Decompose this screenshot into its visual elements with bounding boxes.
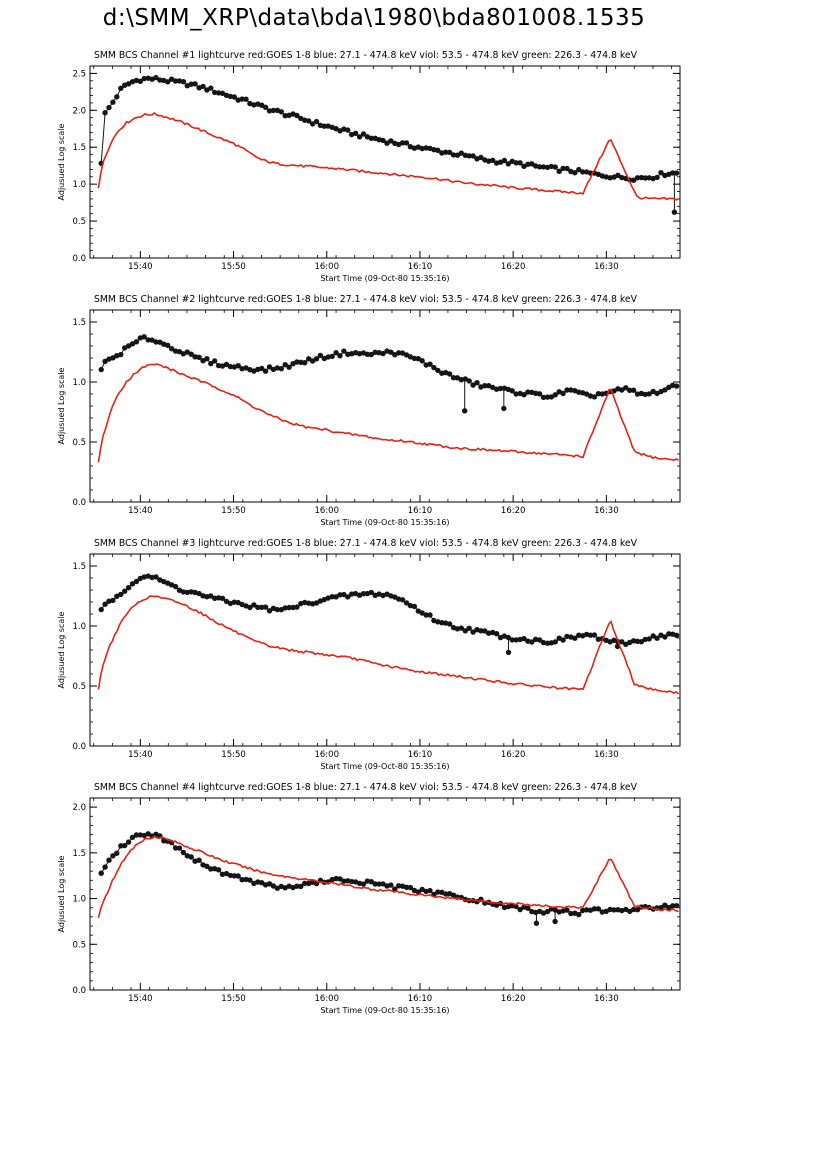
svg-text:Start Time (09-Oct-80 15:35:16: Start Time (09-Oct-80 15:35:16) xyxy=(320,1006,449,1015)
svg-text:16:20: 16:20 xyxy=(501,994,526,1004)
svg-text:15:40: 15:40 xyxy=(128,750,153,760)
channel-2-chart: 15:40 15:50 16:00 16:10 16:20 16:30 0.0 0.5 1.0 1… xyxy=(57,294,681,527)
svg-text:2.5: 2.5 xyxy=(72,69,86,79)
svg-text:1.5: 1.5 xyxy=(72,143,86,153)
svg-text:1.0: 1.0 xyxy=(72,895,86,905)
svg-text:16:30: 16:30 xyxy=(594,262,619,272)
svg-text:Start Time (09-Oct-80 15:35:16: Start Time (09-Oct-80 15:35:16) xyxy=(320,518,449,527)
svg-text:0.0: 0.0 xyxy=(72,986,86,996)
channel-1-chart: 15:40 15:50 16:00 16:10 16:20 16:30 0.0 0.5 1.0 1… xyxy=(57,50,681,283)
svg-text:16:20: 16:20 xyxy=(501,506,526,516)
svg-text:16:10: 16:10 xyxy=(408,506,433,516)
svg-text:15:50: 15:50 xyxy=(221,506,246,516)
svg-text:16:00: 16:00 xyxy=(314,262,339,272)
svg-text:15:50: 15:50 xyxy=(221,262,246,272)
svg-text:1.5: 1.5 xyxy=(72,562,86,572)
page-title: d:\SMM_XRP\data\bda\1980\bda801008.1535 xyxy=(102,5,646,31)
svg-text:1.5: 1.5 xyxy=(72,849,86,859)
svg-text:Start Time (09-Oct-80 15:35:16: Start Time (09-Oct-80 15:35:16) xyxy=(320,274,449,283)
channel-4-chart: 15:40 15:50 16:00 16:10 16:20 16:30 0.0 0.5 1.0 1… xyxy=(57,782,681,1015)
svg-text:16:10: 16:10 xyxy=(408,750,433,760)
svg-text:15:40: 15:40 xyxy=(128,506,153,516)
svg-text:16:30: 16:30 xyxy=(594,750,619,760)
svg-text:1.5: 1.5 xyxy=(72,318,86,328)
svg-text:Start Time (09-Oct-80 15:35:16: Start Time (09-Oct-80 15:35:16) xyxy=(320,762,449,771)
channel-3-chart: 15:40 15:50 16:00 16:10 16:20 16:30 0.0 0.5 1.0 1… xyxy=(57,538,681,771)
svg-text:16:30: 16:30 xyxy=(594,994,619,1004)
lightcurve-panel-channel-4: 15:40 15:50 16:00 16:10 16:20 16:30 0.0 0.5 1.0 1… xyxy=(0,778,826,1022)
svg-text:Adjusued Log scale: Adjusued Log scale xyxy=(57,367,66,444)
svg-text:SMM BCS Channel #3 lightcurve: SMM BCS Channel #3 lightcurve red:GOES 1… xyxy=(94,538,638,549)
svg-text:1.0: 1.0 xyxy=(72,378,86,388)
svg-text:0.5: 0.5 xyxy=(72,217,86,227)
lightcurve-panel-channel-2: 15:40 15:50 16:00 16:10 16:20 16:30 0.0 0.5 1.0 1… xyxy=(0,290,826,534)
svg-text:15:40: 15:40 xyxy=(128,994,153,1004)
svg-text:Adjusued Log scale: Adjusued Log scale xyxy=(57,611,66,688)
svg-text:Adjusued Log scale: Adjusued Log scale xyxy=(57,855,66,932)
svg-text:1.0: 1.0 xyxy=(72,622,86,632)
svg-text:0.5: 0.5 xyxy=(72,940,86,950)
svg-text:2.0: 2.0 xyxy=(72,106,86,116)
svg-text:0.0: 0.0 xyxy=(72,254,86,264)
svg-text:0.5: 0.5 xyxy=(72,682,86,692)
svg-text:SMM BCS Channel #4 lightcurve: SMM BCS Channel #4 lightcurve red:GOES 1… xyxy=(94,782,638,793)
svg-text:15:50: 15:50 xyxy=(221,994,246,1004)
lightcurve-panel-channel-1: 15:40 15:50 16:00 16:10 16:20 16:30 0.0 0.5 1.0 1… xyxy=(0,46,826,290)
svg-text:16:10: 16:10 xyxy=(408,994,433,1004)
svg-text:16:20: 16:20 xyxy=(501,750,526,760)
svg-text:15:50: 15:50 xyxy=(221,750,246,760)
svg-text:16:10: 16:10 xyxy=(408,262,433,272)
svg-text:0.0: 0.0 xyxy=(72,498,86,508)
svg-text:15:40: 15:40 xyxy=(128,262,153,272)
svg-text:16:30: 16:30 xyxy=(594,506,619,516)
svg-text:SMM BCS Channel #2 lightcurve: SMM BCS Channel #2 lightcurve red:GOES 1… xyxy=(94,294,638,305)
svg-text:16:20: 16:20 xyxy=(501,262,526,272)
svg-text:16:00: 16:00 xyxy=(314,506,339,516)
svg-text:16:00: 16:00 xyxy=(314,750,339,760)
lightcurve-panel-channel-3: 15:40 15:50 16:00 16:10 16:20 16:30 0.0 0.5 1.0 1… xyxy=(0,534,826,778)
svg-text:0.5: 0.5 xyxy=(72,438,86,448)
svg-text:1.0: 1.0 xyxy=(72,180,86,190)
svg-text:2.0: 2.0 xyxy=(72,803,86,813)
svg-text:Adjusued Log scale: Adjusued Log scale xyxy=(57,123,66,200)
svg-text:0.0: 0.0 xyxy=(72,742,86,752)
svg-text:SMM BCS Channel #1 lightcurve: SMM BCS Channel #1 lightcurve red:GOES 1… xyxy=(94,50,638,61)
svg-text:16:00: 16:00 xyxy=(314,994,339,1004)
